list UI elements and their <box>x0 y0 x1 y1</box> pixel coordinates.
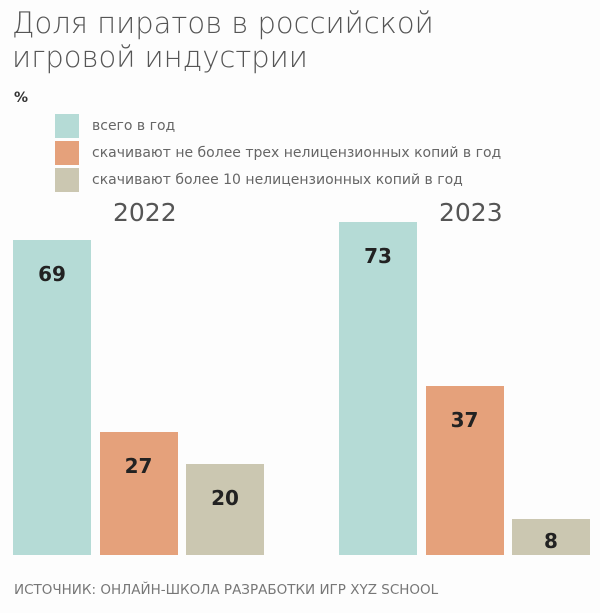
source-note: ИСТОЧНИК: ОНЛАЙН-ШКОЛА РАЗРАБОТКИ ИГР XY… <box>14 582 439 598</box>
data-label: 8 <box>544 528 558 553</box>
data-label: 69 <box>38 262 66 287</box>
year-label: 2022 <box>113 198 177 227</box>
legend-item: скачивают более 10 нелицензионных копий … <box>55 168 463 192</box>
chart-title: Доля пиратов в российской игровой индуст… <box>12 6 434 74</box>
legend-swatch <box>55 141 79 165</box>
legend-item: скачивают не более трех нелицензионных к… <box>55 141 501 165</box>
bar <box>186 463 264 555</box>
legend-swatch <box>55 168 79 192</box>
legend-item: всего в год <box>55 114 175 138</box>
bar <box>425 386 504 555</box>
y-unit-label: % <box>14 90 29 106</box>
legend-swatch <box>55 114 79 138</box>
bar <box>339 222 417 555</box>
legend-label: всего в год <box>92 118 176 134</box>
legend-label: скачивают более 10 нелицензионных копий … <box>92 172 463 188</box>
bar <box>512 518 590 555</box>
data-label: 20 <box>211 485 239 510</box>
bar <box>99 431 178 555</box>
bar <box>13 240 91 555</box>
data-label: 27 <box>124 453 153 478</box>
data-label: 73 <box>364 244 392 269</box>
year-label: 2023 <box>439 198 503 227</box>
data-label: 37 <box>450 408 479 433</box>
legend-label: скачивают не более трех нелицензионных к… <box>92 145 502 161</box>
